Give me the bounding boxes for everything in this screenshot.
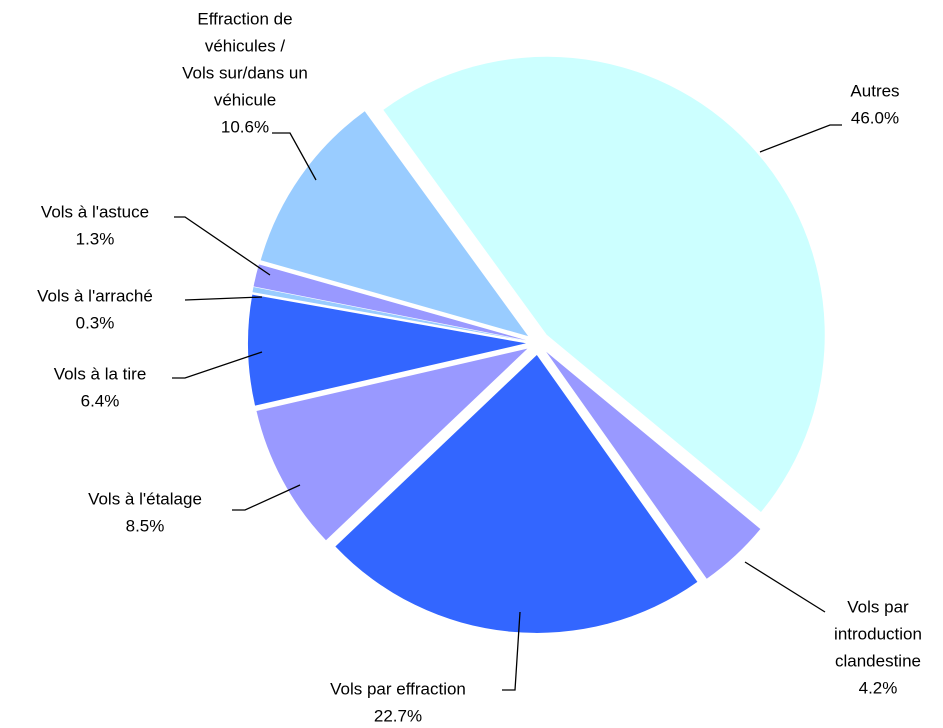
pie-slice: [252, 286, 527, 341]
value-label: 46.0%: [851, 108, 899, 127]
pie-slice: [546, 351, 761, 579]
slice-label: Vols par: [847, 597, 909, 616]
value-label: 1.3%: [76, 229, 115, 248]
slice-label: véhicule: [214, 90, 276, 109]
slice-label: clandestine: [835, 651, 921, 670]
leader-line: [759, 124, 842, 153]
leader-line: [172, 351, 263, 379]
value-label: 22.7%: [374, 706, 422, 725]
pie-slice: [383, 56, 825, 512]
slice-label: Vols à l'arraché: [37, 286, 153, 305]
slice-label: véhicules /: [205, 36, 286, 55]
leader-line: [744, 561, 826, 613]
slice-label: Vols par effraction: [330, 679, 466, 698]
pie-slice: [253, 264, 527, 341]
leader-line: [232, 484, 301, 511]
slice-label: Effraction de: [197, 9, 292, 28]
slice-label: Vols à l'étalage: [88, 489, 202, 508]
value-label: 10.6%: [221, 117, 269, 136]
pie-slice: [248, 294, 527, 406]
pie-slice: [256, 348, 528, 541]
leader-line: [272, 132, 317, 181]
slice-label: Vols sur/dans un: [182, 63, 308, 82]
value-label: 6.4%: [81, 391, 120, 410]
pie-slice: [335, 354, 698, 633]
leader-line: [502, 611, 521, 691]
slice-label: Autres: [850, 81, 899, 100]
slice-label: introduction: [834, 624, 922, 643]
value-label: 4.2%: [859, 678, 898, 697]
pie-slice: [260, 111, 529, 337]
value-label: 8.5%: [126, 516, 165, 535]
leader-line: [174, 216, 271, 276]
leader-line: [184, 296, 263, 301]
value-label: 0.3%: [76, 313, 115, 332]
slice-label: Vols à la tire: [54, 364, 147, 383]
slice-label: Vols à l'astuce: [41, 202, 149, 221]
